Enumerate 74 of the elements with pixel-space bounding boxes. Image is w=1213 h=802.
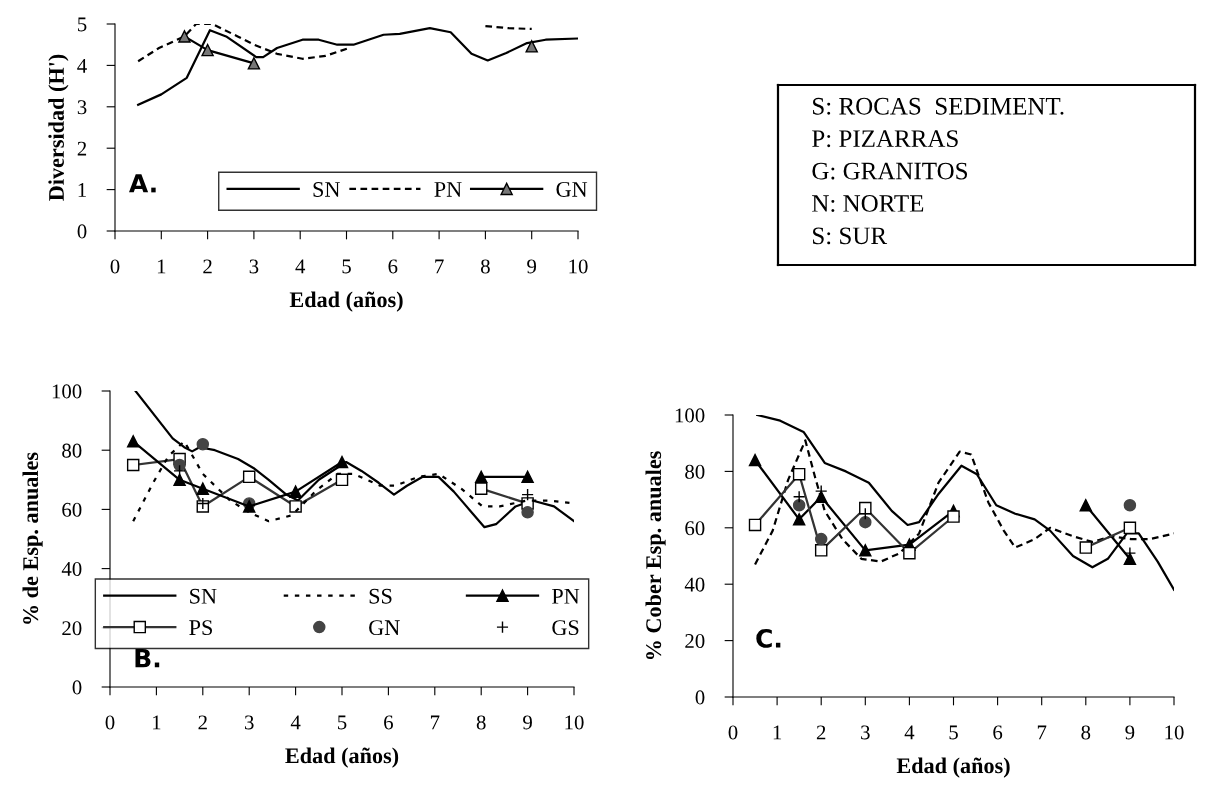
annotation: C. [756, 628, 781, 648]
x-tick-label: 9 [527, 259, 537, 274]
x-tick-label: 9 [523, 715, 532, 730]
x-tick-label: 8 [1081, 725, 1091, 740]
y-tick-label: 40 [61, 561, 82, 577]
y-tick-label: 3 [77, 100, 87, 115]
x-tick-label: 1 [773, 725, 782, 740]
y-tick-label: 0 [72, 680, 82, 695]
x-tick-label: 0 [728, 725, 738, 740]
text: N: NORTE [812, 195, 924, 212]
x-tick-label: 4 [904, 725, 915, 740]
y-tick-label: 0 [77, 224, 87, 239]
legend-label: PN [552, 588, 580, 604]
x-tick-label: 0 [110, 259, 120, 274]
x-tick-label: 7 [435, 259, 444, 274]
text: P: PIZARRAS [812, 130, 958, 148]
x-tick-label: 3 [861, 725, 870, 740]
x-tick-label: 1 [157, 259, 166, 274]
legend-label: SS [369, 588, 392, 604]
y-tick-label: 20 [685, 633, 705, 649]
x-tick-label: 6 [993, 725, 1003, 740]
legend-label: SN [190, 588, 217, 604]
legend-label: GS [552, 620, 579, 636]
y-tick-label: 100 [675, 408, 705, 423]
annotation: A. [129, 174, 156, 193]
x-tick-label: 5 [949, 725, 958, 740]
x-tick-label: 1 [153, 715, 161, 730]
y-axis-title: % Cober Esp. anuales [645, 451, 666, 660]
x-tick-label: 3 [249, 259, 259, 274]
y-tick-label: 0 [695, 690, 705, 705]
y-axis-title: % de Esp. anuales [22, 452, 43, 624]
y-tick-label: 1 [78, 183, 86, 197]
y-tick-label: 60 [62, 502, 82, 517]
x-tick-label: 4 [290, 715, 301, 730]
x-tick-label: 8 [480, 259, 490, 274]
x-tick-label: 10 [1165, 725, 1184, 740]
x-tick-label: 2 [816, 725, 826, 740]
text: G: GRANITOS [812, 162, 968, 180]
text: S: ROCAS SEDIMENT. [813, 97, 1064, 115]
x-tick-label: 6 [384, 715, 393, 730]
legend-label: SN [313, 181, 340, 197]
x-tick-label: 7 [1037, 725, 1047, 740]
x-tick-label: 10 [569, 259, 588, 274]
legend-label: PS [189, 620, 212, 636]
x-tick-label: 2 [203, 259, 212, 274]
y-axis-title: Diversidad (H') [48, 54, 69, 201]
y-tick-label: 2 [77, 141, 87, 156]
x-axis-title: Edad (años) [289, 291, 403, 312]
legend-label: GN [556, 181, 588, 197]
x-tick-label: 3 [244, 715, 254, 730]
y-tick-label: 60 [685, 521, 705, 536]
y-tick-label: 80 [685, 464, 705, 479]
y-tick-label: 100 [52, 384, 82, 399]
x-tick-label: 5 [338, 715, 347, 730]
x-tick-label: 8 [476, 715, 486, 730]
x-tick-label: 2 [198, 715, 207, 730]
x-axis-title: Edad (años) [285, 747, 399, 768]
y-tick-label: 20 [62, 621, 82, 636]
x-axis-title: Edad (años) [896, 757, 1010, 778]
x-tick-label: 9 [1125, 725, 1135, 740]
x-tick-label: 0 [105, 715, 115, 730]
x-tick-label: 5 [342, 259, 351, 274]
legend-label: GN [369, 620, 400, 636]
y-tick-label: 4 [77, 58, 87, 73]
text: S: SUR [813, 227, 888, 245]
x-tick-label: 10 [565, 715, 584, 730]
x-tick-label: 7 [430, 715, 440, 730]
y-tick-label: 40 [684, 577, 705, 592]
x-tick-label: 6 [388, 259, 398, 274]
x-tick-label: 4 [295, 259, 306, 274]
y-tick-label: 80 [62, 443, 82, 458]
y-tick-label: 5 [78, 17, 87, 32]
legend-label: PN [434, 182, 462, 197]
annotation: B. [135, 649, 160, 668]
